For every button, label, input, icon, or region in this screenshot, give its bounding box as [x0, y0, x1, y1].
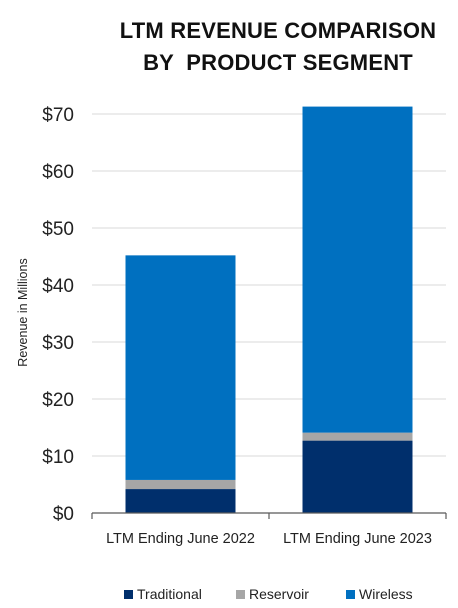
bar-segment-traditional	[125, 489, 236, 513]
y-tick-label: $70	[42, 105, 74, 126]
legend-swatch-wireless	[346, 590, 355, 599]
legend-label: Reservoir	[249, 586, 309, 602]
y-tick-label: $10	[42, 447, 74, 468]
legend-swatch-reservoir	[236, 590, 245, 599]
y-tick-label: $60	[42, 162, 74, 183]
axes: $0 $10 $20 $30 $40 $50 $60 $70 LTM Ending June 2…	[16, 105, 447, 547]
x-tick-label: LTM Ending June 2022	[106, 531, 255, 547]
y-tick-label: $30	[42, 333, 74, 354]
legend-label: Wireless	[359, 586, 413, 602]
chart-title-line-1: LTM REVENUE COMPARISON	[119, 18, 437, 43]
bar-segment-wireless	[302, 106, 413, 433]
y-tick-label: $0	[53, 504, 74, 525]
bar-segment-reservoir	[302, 432, 413, 441]
bar-segment-traditional	[302, 440, 413, 513]
y-axis-title: Revenue in Millions	[16, 258, 30, 366]
chart-title-line-2: BY PRODUCT SEGMENT	[143, 50, 413, 75]
legend-label: Traditional	[137, 586, 202, 602]
y-tick-label: $50	[42, 219, 74, 240]
y-tick-label: $40	[42, 276, 74, 297]
y-tick-label: $20	[42, 390, 74, 411]
bars	[125, 106, 413, 513]
bar-segment-reservoir	[125, 479, 236, 490]
legend: Traditional Reservoir Wireless	[124, 586, 413, 602]
legend-swatch-traditional	[124, 590, 133, 599]
bar-segment-wireless	[125, 255, 236, 480]
x-tick-label: LTM Ending June 2023	[283, 531, 432, 547]
